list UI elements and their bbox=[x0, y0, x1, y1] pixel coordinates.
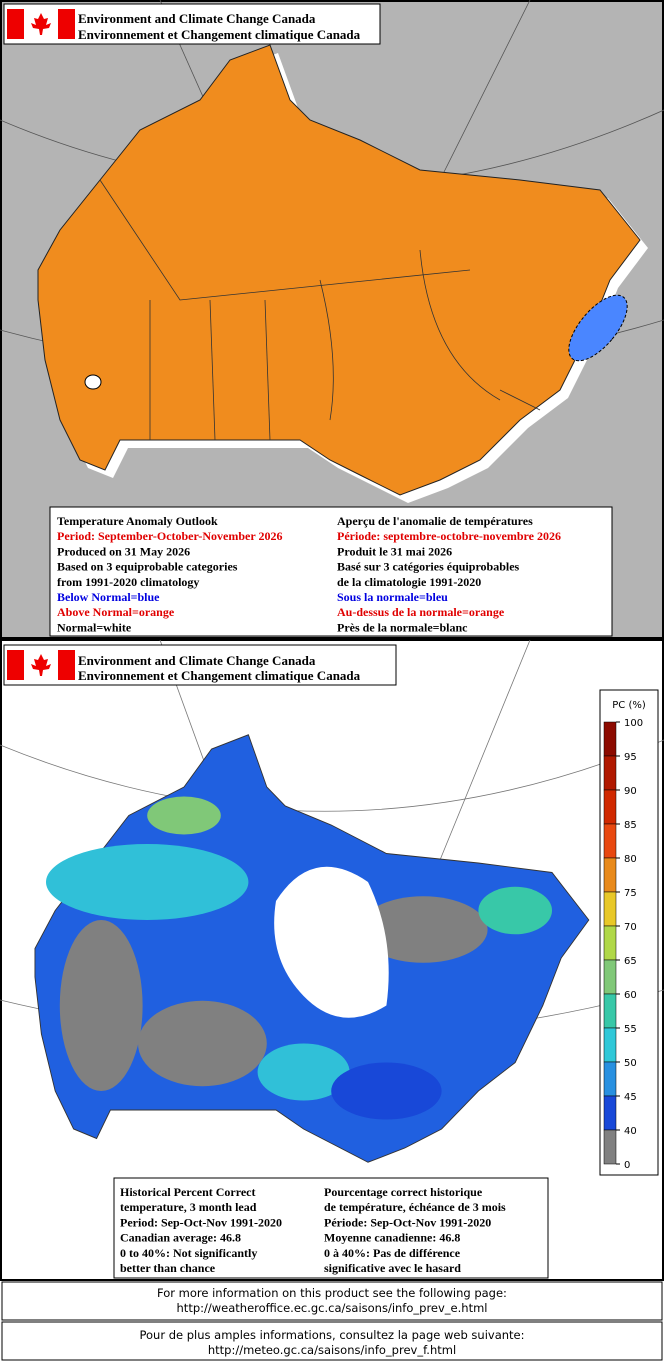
colorbar-swatch bbox=[603, 823, 617, 859]
header-line: Environnement et Changement climatique C… bbox=[78, 668, 361, 683]
legend-line: 0 to 40%: Not significantly bbox=[120, 1246, 257, 1260]
legend-line: 0 à 40%: Pas de différence bbox=[324, 1246, 461, 1260]
colorbar-swatch bbox=[603, 925, 617, 961]
legend-line: Moyenne canadienne: 46.8 bbox=[324, 1231, 460, 1245]
top-boundaries bbox=[99, 179, 541, 441]
colorbar-swatch bbox=[603, 993, 617, 1029]
legend-line: Pourcentage correct historique bbox=[324, 1185, 483, 1199]
colorbar-tick-label: 70 bbox=[624, 922, 637, 933]
colorbar-tick-label: 40 bbox=[624, 1126, 637, 1137]
flag bbox=[7, 650, 75, 680]
legend-line: Sous la normale=bleu bbox=[337, 590, 448, 604]
legend-line: Temperature Anomaly Outlook bbox=[57, 514, 218, 528]
legend-line: temperature, 3 month lead bbox=[120, 1200, 257, 1214]
colorbar-tick-label: 55 bbox=[624, 1024, 637, 1035]
legend-line: better than chance bbox=[120, 1261, 216, 1275]
legend-line: Normal=white bbox=[57, 620, 132, 634]
colorbar-swatch bbox=[603, 891, 617, 927]
footer-url: http://meteo.gc.ca/saisons/info_prev_f.h… bbox=[208, 1343, 456, 1357]
colorbar-tick-label: 75 bbox=[624, 888, 637, 899]
normal-area bbox=[84, 374, 102, 390]
legend-line: Aperçu de l'anomalie de températures bbox=[337, 514, 533, 528]
legend-line: Based on 3 equiprobable categories bbox=[57, 560, 238, 574]
colorbar-swatch bbox=[603, 1061, 617, 1097]
colorbar-swatch bbox=[603, 1027, 617, 1063]
legend-line: Basé sur 3 catégories équiprobables bbox=[337, 560, 520, 574]
colorbar-tick-label: 90 bbox=[624, 786, 637, 797]
colorbar-swatch bbox=[603, 857, 617, 893]
header-line: Environment and Climate Change Canada bbox=[78, 11, 316, 26]
colorbar-swatch bbox=[603, 755, 617, 791]
legend-line: Period: Sep-Oct-Nov 1991-2020 bbox=[120, 1215, 282, 1229]
legend-line: Canadian average: 46.8 bbox=[120, 1231, 241, 1245]
bottom-canada-map bbox=[34, 734, 590, 1163]
colorbar-swatch bbox=[603, 959, 617, 995]
legend-line: Produced on 31 May 2026 bbox=[57, 544, 190, 558]
colorbar-tick-label: 80 bbox=[624, 854, 637, 865]
legend-line: Period: September-October-November 2026 bbox=[57, 529, 283, 543]
legend-box bbox=[49, 506, 613, 637]
colorbar-tick-label: 0 bbox=[624, 1160, 630, 1171]
legend-line: Above Normal=orange bbox=[57, 605, 175, 619]
flag bbox=[7, 9, 75, 39]
legend-line: de température, échéance de 3 mois bbox=[324, 1200, 506, 1214]
legend-line: Historical Percent Correct bbox=[120, 1185, 256, 1199]
colorbar-swatch bbox=[603, 1129, 617, 1165]
colorbar-tick-label: 50 bbox=[624, 1058, 637, 1069]
footer-box bbox=[1, 1321, 663, 1361]
legend-line: Below Normal=blue bbox=[57, 590, 160, 604]
legend-line: de la climatologie 1991-2020 bbox=[337, 575, 481, 589]
legend-box bbox=[113, 1177, 549, 1279]
footer: For more information on this product see… bbox=[1, 1281, 663, 1361]
below-normal-area bbox=[568, 294, 628, 362]
colorbar-swatch bbox=[603, 789, 617, 825]
legend-line: Au-dessus de la normale=orange bbox=[337, 605, 505, 619]
colorbar-swatch bbox=[603, 721, 617, 757]
header-line: Environnement et Changement climatique C… bbox=[78, 27, 361, 42]
footer-box bbox=[1, 1281, 663, 1321]
top-panel: Environment and Climate Change Canada En… bbox=[0, 0, 664, 639]
colorbar-tick-label: 95 bbox=[624, 752, 637, 763]
footer-text: Pour de plus amples informations, consul… bbox=[139, 1328, 524, 1342]
legend-line: significative avec le hasard bbox=[324, 1261, 461, 1275]
colorbar-tick-label: 45 bbox=[624, 1092, 637, 1103]
legend-line: Période: Sep-Oct-Nov 1991-2020 bbox=[324, 1215, 491, 1229]
header-line: Environment and Climate Change Canada bbox=[78, 653, 316, 668]
top-header: Environment and Climate Change Canada En… bbox=[3, 3, 381, 45]
colorbar: PC (%) 100 95 90 85 80 75 70 65 60 55 50 45 40 0 bbox=[599, 689, 659, 1176]
colorbar-tick-label: 100 bbox=[624, 718, 643, 729]
footer-url: http://weatheroffice.ec.gc.ca/saisons/in… bbox=[177, 1301, 488, 1315]
colorbar-title: PC (%) bbox=[612, 700, 646, 711]
bottom-header: Environment and Climate Change Canada En… bbox=[3, 644, 397, 686]
colorbar-tick-label: 85 bbox=[624, 820, 637, 831]
bottom-panel: Environment and Climate Change Canada En… bbox=[0, 639, 664, 1281]
colorbar-swatch bbox=[603, 1095, 617, 1131]
legend-line: Près de la normale=blanc bbox=[337, 620, 468, 634]
colorbar-tick-label: 60 bbox=[624, 990, 637, 1001]
legend-line: from 1991-2020 climatology bbox=[57, 575, 199, 589]
legend-line: Période: septembre-octobre-novembre 2026 bbox=[337, 529, 561, 543]
footer-text: For more information on this product see… bbox=[157, 1286, 507, 1300]
colorbar-tick-label: 65 bbox=[624, 956, 637, 967]
legend-line: Produit le 31 mai 2026 bbox=[337, 544, 452, 558]
